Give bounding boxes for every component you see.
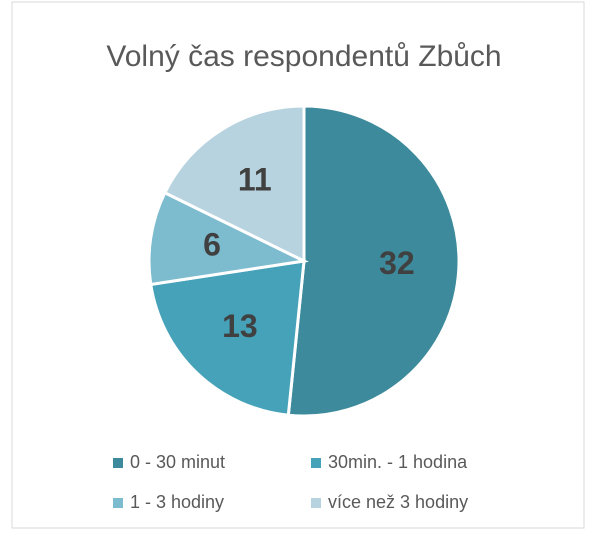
pie-slice <box>149 259 306 417</box>
pie-slice <box>162 104 306 264</box>
legend-label: 30min. - 1 hodina <box>328 452 468 472</box>
data-label: 11 <box>238 162 272 198</box>
pie-slice <box>286 104 461 418</box>
legend-label: 0 - 30 minut <box>130 452 225 472</box>
legend-swatch <box>113 458 123 468</box>
data-label: 32 <box>379 245 415 281</box>
legend-label: 1 - 3 hodiny <box>130 492 224 512</box>
legend-label: více než 3 hodiny <box>328 492 468 512</box>
data-label: 6 <box>203 226 221 262</box>
legend-swatch <box>311 498 321 508</box>
chart-title: Volný čas respondentů Zbůch <box>106 40 501 73</box>
legend-swatch <box>311 458 321 468</box>
pie-slice <box>147 190 309 287</box>
data-label: 13 <box>222 308 258 344</box>
legend-swatch <box>113 498 123 508</box>
